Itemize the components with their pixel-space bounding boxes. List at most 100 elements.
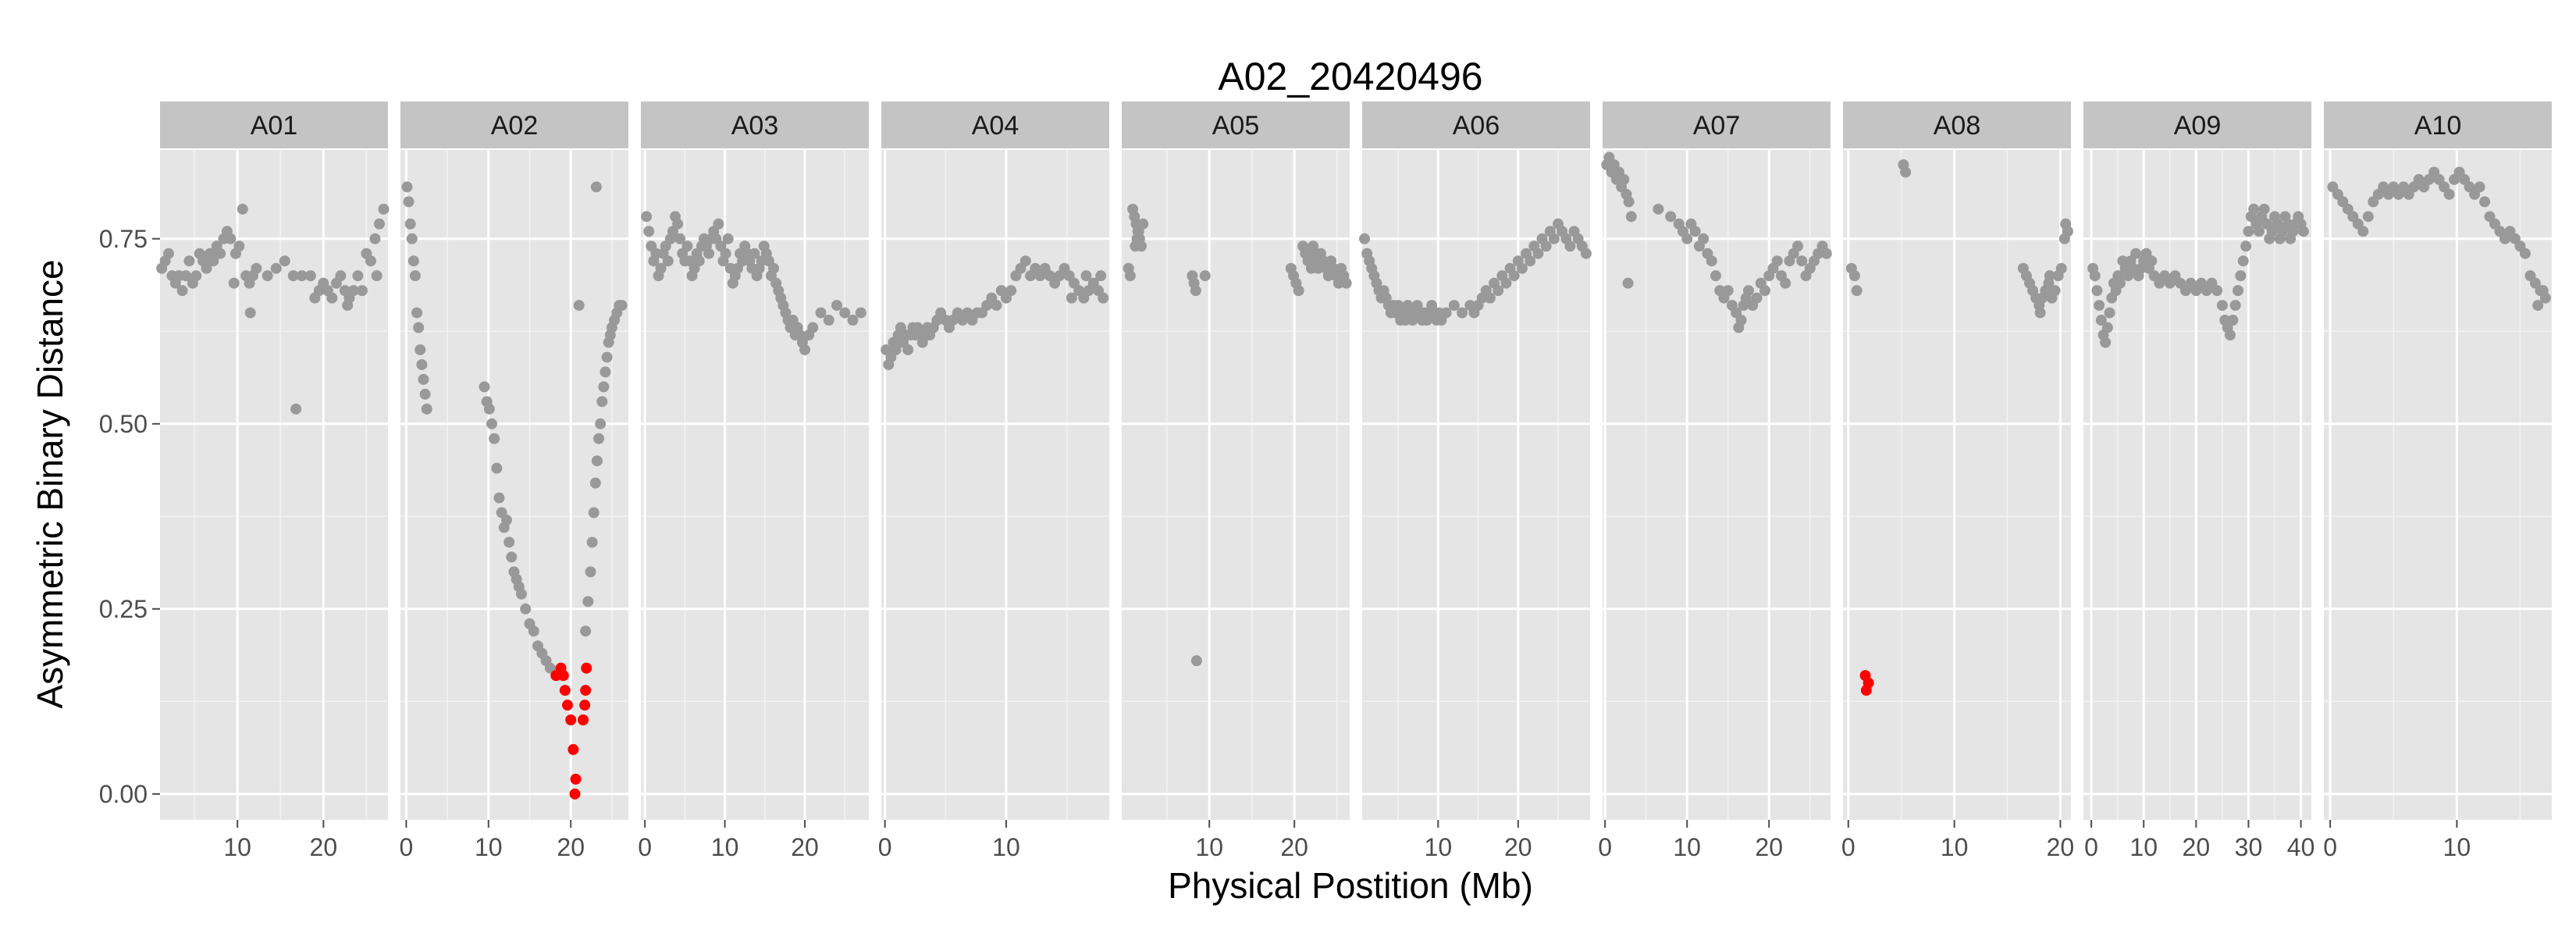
data-point: [1653, 203, 1664, 215]
data-point: [580, 625, 592, 637]
data-point: [815, 307, 827, 319]
data-point: [483, 403, 495, 415]
data-point: [2362, 211, 2374, 223]
x-tick-label: 20: [2047, 833, 2075, 861]
data-point: [500, 515, 512, 526]
data-point: [1190, 655, 1202, 667]
data-point: [799, 344, 811, 355]
panel-a01: A01 10 20: [156, 102, 390, 861]
data-point: [2034, 307, 2046, 319]
data-point: [1440, 307, 1452, 319]
data-point: [1625, 211, 1637, 223]
data-point: [1780, 277, 1791, 289]
data-point: [404, 218, 416, 230]
data-point: [2474, 181, 2485, 193]
data-point: [2091, 285, 2103, 297]
data-point: [2095, 315, 2107, 326]
data-point: [655, 262, 667, 274]
panel-a05: A05 10 20: [1122, 102, 1352, 861]
data-point: [703, 248, 715, 259]
data-point: [2055, 262, 2067, 274]
data-point: [2253, 226, 2265, 237]
data-point: [493, 492, 505, 504]
data-point: [1791, 240, 1803, 252]
strip-label: A06: [1453, 111, 1500, 141]
data-point: [1689, 226, 1701, 237]
data-point: [596, 396, 608, 408]
data-point: [807, 322, 819, 333]
highlight-point: [581, 662, 592, 674]
y-tick-label: 0.00: [99, 780, 148, 808]
data-point: [244, 307, 256, 319]
data-point: [416, 358, 428, 370]
data-point: [287, 270, 299, 282]
strip-background: [641, 102, 869, 148]
data-point: [1484, 292, 1496, 304]
data-point: [479, 381, 490, 393]
data-point: [672, 218, 684, 230]
data-point: [2227, 315, 2239, 326]
data-point: [1796, 255, 1808, 267]
data-point: [503, 536, 515, 548]
data-point: [1622, 277, 1634, 289]
facet-panels: A01 10 20 A02 0 10 20 A03 0 10 20 A04 0 10 A05 10 20 A06 1…: [156, 102, 2552, 861]
data-point: [183, 255, 195, 267]
data-point: [1340, 277, 1352, 289]
data-point: [2130, 248, 2142, 259]
x-tick-label: 0: [2084, 833, 2098, 861]
chart-title: A02_20420496: [1218, 55, 1482, 98]
data-point: [1448, 300, 1460, 312]
panel-background: [1362, 150, 1590, 820]
data-point: [2479, 196, 2491, 208]
data-point: [1308, 240, 1319, 252]
strip-background: [1362, 102, 1590, 148]
y-axis: 0.00 0.25 0.50 0.75: [99, 225, 160, 808]
data-point: [190, 270, 202, 282]
panel-background: [1843, 150, 2071, 820]
data-point: [1493, 285, 1504, 297]
data-point: [2258, 203, 2270, 215]
data-point: [401, 181, 413, 193]
data-point: [713, 218, 724, 230]
data-point: [421, 403, 432, 415]
data-point: [1080, 270, 1092, 282]
data-point: [1735, 315, 1747, 326]
highlight-point: [579, 700, 591, 711]
data-point: [2243, 226, 2254, 237]
data-point: [600, 366, 611, 378]
strip-label: A07: [1693, 111, 1741, 141]
y-axis-title: Asymmetric Binary Distance: [30, 259, 70, 708]
data-point: [356, 285, 368, 297]
panel-a09: A09 0 10 20 30 40: [2083, 102, 2314, 861]
data-point: [2519, 248, 2531, 259]
data-point: [251, 262, 262, 274]
data-point: [2216, 300, 2228, 312]
data-point: [1751, 292, 1763, 304]
data-point: [1199, 270, 1211, 282]
data-point: [1305, 262, 1317, 274]
data-point: [409, 270, 421, 282]
data-point: [2229, 300, 2241, 312]
data-point: [991, 300, 1002, 312]
panel-a04: A04 0 10: [878, 102, 1109, 861]
data-point: [1516, 262, 1528, 274]
data-point: [1742, 285, 1754, 297]
data-point: [1665, 211, 1677, 223]
data-point: [2224, 330, 2236, 341]
strip-label: A05: [1212, 111, 1260, 141]
x-tick-label: 10: [992, 833, 1020, 861]
data-point: [163, 248, 175, 259]
data-point: [233, 240, 245, 252]
data-point: [369, 233, 381, 244]
x-tick-label: 10: [1195, 833, 1223, 861]
strip-label: A03: [731, 111, 779, 141]
highlight-point: [559, 685, 571, 697]
panel-a03: A03 0 10 20: [638, 102, 869, 861]
data-point: [1019, 255, 1031, 267]
panel-background: [881, 150, 1109, 820]
data-point: [693, 255, 705, 267]
data-point: [1500, 277, 1512, 289]
data-point: [588, 507, 600, 518]
data-point: [586, 536, 598, 548]
x-tick-label: 10: [1673, 833, 1701, 861]
